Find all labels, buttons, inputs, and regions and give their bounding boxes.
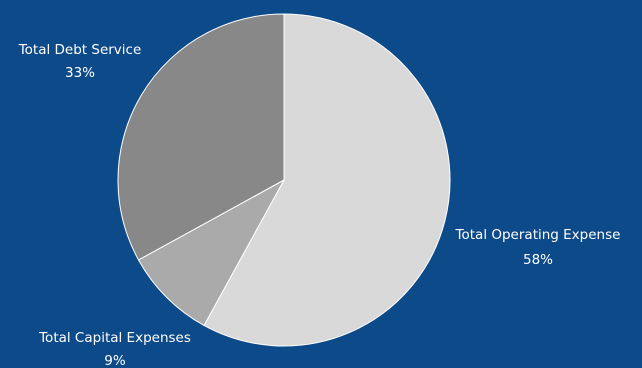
slice-label-capital-expenses-percent: 9% bbox=[104, 353, 126, 368]
label-capital-expenses: Total Capital Expenses 9% bbox=[38, 330, 191, 368]
pie-slice-total-capital-expenses bbox=[137, 178, 286, 327]
pie-slice-total-operating-expense bbox=[203, 13, 451, 347]
pie-slices bbox=[117, 13, 451, 347]
pie-slice-total-debt-service bbox=[117, 13, 285, 261]
label-operating-expense: Total Operating Expense 58% bbox=[455, 227, 621, 268]
slice-label-debt-service-name: Total Debt Service bbox=[18, 42, 142, 58]
slice-label-debt-service-percent: 33% bbox=[65, 65, 95, 81]
slice-label-operating-expense-percent: 58% bbox=[523, 252, 553, 268]
label-debt-service: Total Debt Service 33% bbox=[18, 42, 142, 81]
slice-label-operating-expense-name: Total Operating Expense bbox=[455, 227, 621, 243]
slice-label-capital-expenses-name: Total Capital Expenses bbox=[38, 330, 191, 346]
